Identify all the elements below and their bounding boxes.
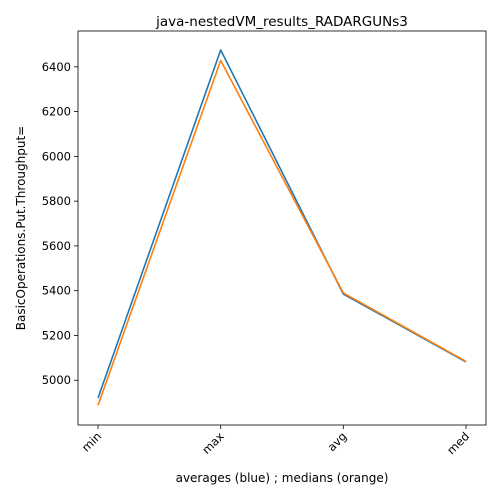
x-tick-label: med — [444, 429, 472, 457]
y-axis-label: BasicOperations.Put.Throughput= — [14, 126, 28, 330]
y-tick-label: 5600 — [42, 239, 71, 253]
y-tick-label: 6400 — [42, 60, 71, 74]
y-axis: 5000 5200 5400 5600 5800 6000 6200 6400 — [42, 60, 78, 387]
x-axis: min max avg med — [79, 425, 472, 457]
y-tick-label: 5800 — [42, 194, 71, 208]
y-tick-label: 5000 — [42, 373, 71, 387]
plot-frame — [77, 30, 487, 426]
chart-title: java-nestedVM_results_RADARGUNs3 — [155, 14, 408, 30]
series-line-0 — [97, 49, 467, 399]
plot-area — [77, 30, 487, 426]
y-tick-label: 6200 — [42, 105, 71, 119]
x-tick-label: avg — [325, 429, 350, 454]
x-tick-label: min — [79, 429, 104, 454]
y-tick-label: 5400 — [42, 284, 71, 298]
y-tick-label: 6000 — [42, 149, 71, 163]
series-line-1 — [97, 59, 467, 406]
series-layer — [97, 49, 467, 406]
x-tick-label: max — [199, 429, 227, 457]
y-tick-label: 5200 — [42, 328, 71, 342]
x-axis-label: averages (blue) ; medians (orange) — [176, 471, 389, 485]
